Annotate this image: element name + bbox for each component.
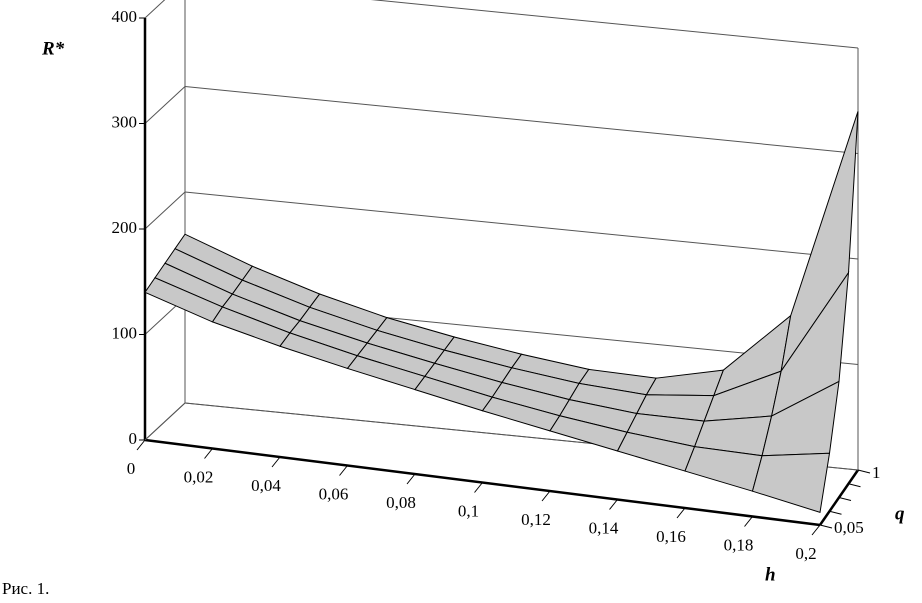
x-tick-label: 0,16 (656, 527, 686, 546)
tick-mark (271, 456, 281, 468)
x-tick-label: 0,14 (589, 518, 619, 537)
grid-line (144, 191, 186, 230)
tick-mark (474, 482, 483, 493)
grid-line (144, 0, 166, 19)
y-tick-label: 0,05 (834, 518, 864, 537)
floor-edge (144, 402, 186, 441)
tick-mark (339, 465, 348, 476)
z-tick-label: 200 (112, 218, 138, 237)
x-axis-label: h (765, 564, 776, 585)
tick-mark (136, 439, 146, 451)
x-tick-label: 0 (127, 459, 136, 478)
tick-mark (819, 524, 833, 529)
tick-mark (406, 473, 416, 485)
tick-mark (811, 524, 821, 536)
x-tick-label: 0,2 (795, 544, 816, 563)
z-tick-label: 0 (129, 429, 138, 448)
tick-mark (838, 497, 852, 501)
surface-cell (645, 369, 725, 397)
tick-mark (676, 507, 686, 519)
surface-cell (751, 452, 831, 513)
x-tick-label: 0,08 (386, 493, 416, 512)
tick-mark (204, 448, 213, 459)
z-axis-label: R* (41, 38, 65, 59)
tick-mark (857, 469, 871, 474)
z-tick-label: 400 (112, 7, 138, 26)
tick-mark (541, 490, 551, 502)
tick-mark (744, 516, 753, 527)
tick-mark (609, 499, 618, 510)
x-tick-label: 0,06 (319, 484, 349, 503)
z-tick-label: 100 (112, 323, 138, 342)
tick-mark (848, 483, 861, 488)
tick-mark (829, 510, 842, 515)
grid-line (184, 191, 859, 260)
x-tick-label: 0,04 (251, 476, 281, 495)
x-tick-label: 0,12 (521, 510, 551, 529)
grid-line (184, 86, 859, 154)
y-axis-label: q (895, 503, 905, 524)
x-tick-label: 0,02 (184, 467, 214, 486)
x-tick-label: 0,1 (458, 501, 479, 520)
z-tick-label: 300 (112, 112, 138, 131)
x-tick-label: 0,18 (724, 535, 754, 554)
grid-line (144, 86, 186, 124)
grid-line (370, 0, 859, 49)
y-tick-label: 1 (872, 463, 881, 482)
caption: Рис. 1. (2, 579, 49, 598)
